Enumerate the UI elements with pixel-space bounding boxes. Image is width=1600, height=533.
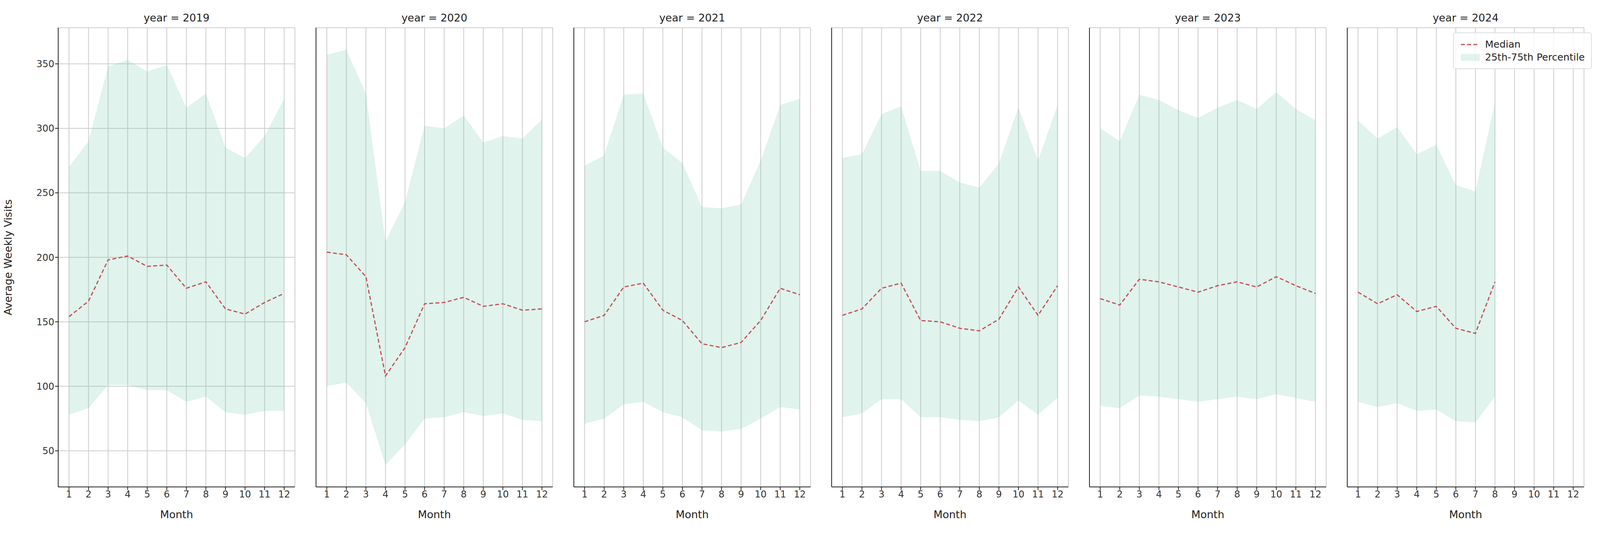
- svg-text:1: 1: [1355, 489, 1361, 500]
- svg-text:10: 10: [496, 489, 509, 500]
- svg-text:8: 8: [976, 489, 983, 500]
- svg-text:1: 1: [581, 489, 588, 500]
- svg-text:6: 6: [1452, 489, 1459, 500]
- svg-text:Month: Month: [933, 508, 967, 521]
- svg-text:3: 3: [105, 489, 111, 500]
- svg-text:6: 6: [163, 489, 170, 500]
- svg-text:2: 2: [85, 489, 92, 500]
- svg-text:7: 7: [441, 489, 447, 500]
- svg-text:4: 4: [1413, 489, 1420, 500]
- svg-text:7: 7: [698, 489, 705, 500]
- svg-text:10: 10: [1012, 489, 1025, 500]
- svg-text:Month: Month: [1191, 508, 1225, 521]
- svg-text:6: 6: [679, 489, 686, 500]
- html-text:year = 2019: year = 2019: [143, 11, 210, 24]
- svg-text:2: 2: [1116, 489, 1123, 500]
- svg-text:4: 4: [898, 489, 904, 500]
- svg-text:8: 8: [1233, 489, 1240, 500]
- svg-text:4: 4: [640, 489, 647, 500]
- svg-text:12: 12: [1567, 489, 1580, 500]
- svg-text:50: 50: [42, 445, 55, 457]
- html-text:year = 2023: year = 2023: [1174, 11, 1241, 24]
- svg-text:7: 7: [183, 489, 190, 500]
- svg-text:12: 12: [1309, 489, 1322, 500]
- svg-text:3: 3: [878, 489, 885, 500]
- svg-text:1: 1: [66, 489, 72, 500]
- svg-text:5: 5: [1175, 489, 1182, 500]
- svg-text:5: 5: [144, 489, 150, 500]
- svg-text:2: 2: [601, 489, 608, 500]
- svg-text:1: 1: [839, 489, 846, 500]
- html-text:25th-75th Percentile: 25th-75th Percentile: [1485, 51, 1585, 63]
- svg-text:8: 8: [202, 489, 209, 500]
- svg-text:3: 3: [362, 489, 369, 500]
- svg-text:9: 9: [480, 489, 487, 500]
- svg-text:2: 2: [343, 489, 350, 500]
- svg-text:9: 9: [1511, 489, 1518, 500]
- svg-text:4: 4: [124, 489, 131, 500]
- svg-text:2: 2: [1374, 489, 1381, 500]
- svg-text:3: 3: [1136, 489, 1143, 500]
- html-text:year = 2020: year = 2020: [401, 11, 468, 24]
- svg-text:9: 9: [738, 489, 745, 500]
- svg-text:10: 10: [754, 489, 767, 500]
- svg-text:3: 3: [620, 489, 627, 500]
- svg-text:8: 8: [460, 489, 467, 500]
- svg-text:6: 6: [937, 489, 943, 500]
- svg-text:150: 150: [36, 316, 55, 328]
- svg-text:8: 8: [1491, 489, 1498, 500]
- svg-text:6: 6: [421, 489, 428, 500]
- svg-text:5: 5: [401, 489, 408, 500]
- svg-text:5: 5: [1433, 489, 1440, 500]
- svg-text:10: 10: [1270, 489, 1283, 500]
- svg-text:11: 11: [516, 489, 529, 500]
- svg-text:350: 350: [36, 58, 55, 70]
- svg-text:10: 10: [1528, 489, 1541, 500]
- svg-text:6: 6: [1194, 489, 1201, 500]
- svg-text:12: 12: [278, 489, 291, 500]
- svg-text:4: 4: [1155, 489, 1162, 500]
- svg-text:11: 11: [1032, 489, 1045, 500]
- svg-text:1: 1: [323, 489, 330, 500]
- svg-text:11: 11: [1289, 489, 1302, 500]
- svg-text:4: 4: [382, 489, 389, 500]
- svg-text:11: 11: [774, 489, 787, 500]
- html-text:Median: Median: [1485, 38, 1521, 50]
- svg-text:Month: Month: [1449, 508, 1483, 521]
- svg-text:9: 9: [996, 489, 1002, 500]
- svg-text:Month: Month: [160, 508, 194, 521]
- svg-text:1: 1: [1097, 489, 1104, 500]
- svg-text:12: 12: [1051, 489, 1064, 500]
- svg-text:2: 2: [858, 489, 865, 500]
- svg-text:11: 11: [1547, 489, 1560, 500]
- svg-text:5: 5: [917, 489, 924, 500]
- svg-text:Month: Month: [675, 508, 709, 521]
- svg-text:5: 5: [659, 489, 666, 500]
- svg-text:7: 7: [956, 489, 963, 500]
- svg-text:250: 250: [36, 187, 55, 199]
- svg-text:Average Weekly Visits: Average Weekly Visits: [3, 199, 15, 316]
- svg-text:12: 12: [535, 489, 549, 500]
- svg-text:10: 10: [239, 489, 252, 500]
- svg-text:12: 12: [793, 489, 806, 500]
- svg-text:200: 200: [36, 252, 55, 264]
- html-text:year = 2024: year = 2024: [1432, 11, 1499, 24]
- svg-text:8: 8: [718, 489, 725, 500]
- html-text:year = 2021: year = 2021: [659, 11, 726, 24]
- svg-text:7: 7: [1214, 489, 1221, 500]
- html-text:year = 2022: year = 2022: [917, 11, 983, 24]
- svg-text:Month: Month: [417, 508, 452, 521]
- svg-text:3: 3: [1394, 489, 1400, 500]
- svg-text:9: 9: [222, 489, 229, 500]
- svg-text:9: 9: [1253, 489, 1260, 500]
- svg-text:7: 7: [1472, 489, 1479, 500]
- svg-text:300: 300: [36, 123, 55, 134]
- svg-text:100: 100: [36, 381, 55, 393]
- svg-text:11: 11: [258, 489, 271, 500]
